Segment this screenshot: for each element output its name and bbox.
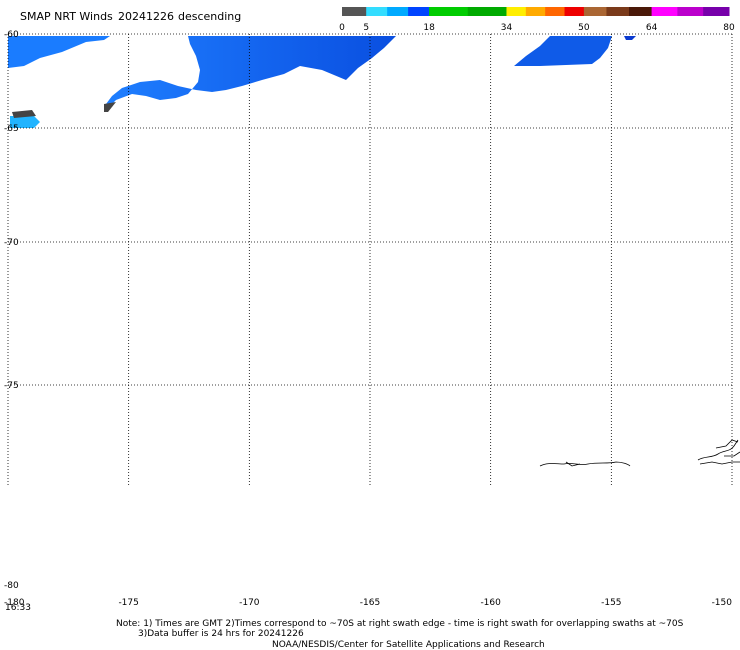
colorbar-segment bbox=[387, 7, 409, 16]
colorbar-segment bbox=[342, 7, 367, 16]
footer-credit: NOAA/NESDIS/Center for Satellite Applica… bbox=[272, 640, 545, 650]
colorbar-segment bbox=[703, 7, 730, 16]
wind-swath-west bbox=[8, 36, 110, 68]
colorbar-segment bbox=[429, 7, 469, 16]
wind-swath-data bbox=[8, 36, 636, 128]
colorbar-tick-label: 80 bbox=[723, 23, 735, 33]
map-date: 20241226 bbox=[118, 10, 174, 23]
pass-label: descending bbox=[178, 10, 241, 23]
colorbar-segment bbox=[525, 7, 546, 16]
map-title: SMAP NRT Winds bbox=[20, 10, 113, 23]
longitude-tick-label: -175 bbox=[118, 598, 138, 608]
latitude-labels: -60 -65 -70 -75 -80 bbox=[4, 30, 19, 591]
colorbar-segment bbox=[408, 7, 430, 16]
colorbar-segment bbox=[651, 7, 678, 16]
wind-swath-central bbox=[104, 36, 396, 112]
footer-note-2: 3)Data buffer is 24 hrs for 20241226 bbox=[138, 629, 304, 639]
map-gridlines bbox=[7, 33, 733, 485]
latitude-tick-label: -80 bbox=[4, 581, 19, 591]
wind-speed-colorbar bbox=[342, 7, 730, 16]
colorbar-tick-label: 18 bbox=[423, 23, 435, 33]
antarctic-coastline bbox=[539, 439, 740, 467]
longitude-tick-label: -165 bbox=[360, 598, 380, 608]
latitude-tick-label: -65 bbox=[4, 124, 19, 134]
wind-swath-east bbox=[514, 36, 612, 66]
latitude-tick-label: -60 bbox=[4, 30, 19, 40]
longitude-tick-label: -180 bbox=[4, 598, 25, 608]
colorbar-tick-label: 34 bbox=[501, 23, 513, 33]
wind-cell-low bbox=[12, 110, 36, 118]
colorbar-segment bbox=[606, 7, 630, 16]
latitude-tick-label: -75 bbox=[4, 381, 19, 391]
colorbar-segment bbox=[366, 7, 388, 16]
longitude-tick-label: -160 bbox=[480, 598, 501, 608]
colorbar-segment bbox=[677, 7, 704, 16]
colorbar-tick-label: 50 bbox=[578, 23, 590, 33]
colorbar-segment bbox=[506, 7, 527, 16]
wind-cell-cyan bbox=[10, 116, 40, 128]
colorbar-segment bbox=[545, 7, 566, 16]
colorbar-segment bbox=[564, 7, 585, 16]
colorbar-tick-label: 5 bbox=[363, 23, 369, 33]
latitude-tick-label: -70 bbox=[4, 238, 19, 248]
longitude-tick-label: -155 bbox=[601, 598, 621, 608]
colorbar-segment bbox=[629, 7, 653, 16]
colorbar-tick-labels: 0 5 18 34 50 64 80 bbox=[339, 23, 735, 33]
colorbar-tick-label: 64 bbox=[646, 23, 658, 33]
time-label: 16:33 bbox=[5, 603, 31, 613]
colorbar-tick-label: 0 bbox=[339, 23, 345, 33]
wind-cell-low-2 bbox=[104, 102, 116, 112]
footer-note-1: Note: 1) Times are GMT 2)Times correspon… bbox=[116, 619, 684, 629]
longitude-labels: -180 -175 -170 -165 -160 -155 -150 bbox=[4, 598, 732, 608]
colorbar-segment bbox=[583, 7, 607, 16]
wind-swath-small bbox=[624, 36, 636, 40]
longitude-tick-label: -170 bbox=[239, 598, 260, 608]
colorbar-segment bbox=[467, 7, 507, 16]
longitude-tick-label: -150 bbox=[712, 598, 733, 608]
